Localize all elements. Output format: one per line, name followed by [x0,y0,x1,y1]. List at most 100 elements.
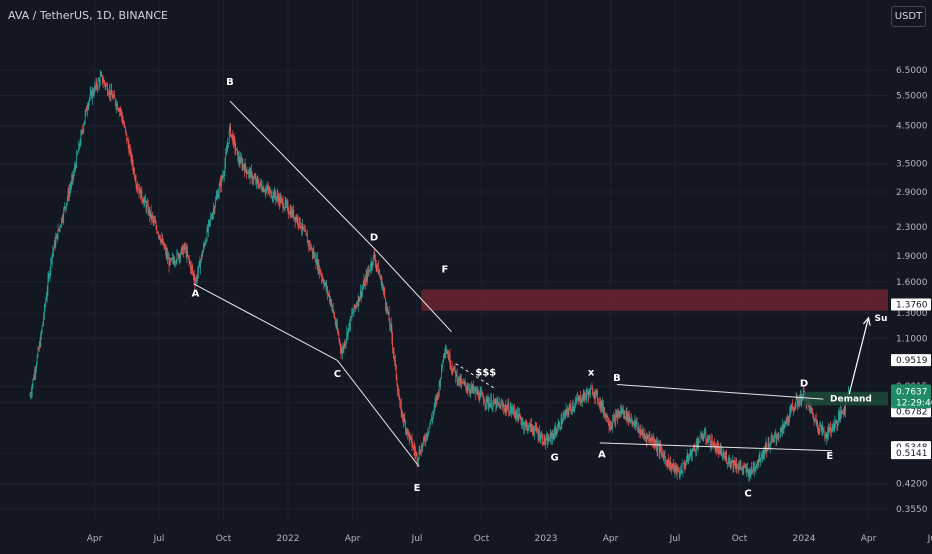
candle-body [428,426,430,432]
candle-body [61,217,62,226]
candle-body [209,220,211,221]
wave-label: $$$ [475,367,496,378]
price-tag-value: 0.5141 [896,449,928,459]
candle-body [489,403,490,408]
candle-body [430,419,431,425]
wave-label: E [826,451,833,462]
candle-body [258,184,259,188]
candle-body [555,431,557,435]
candle-body [757,461,759,464]
candle-body [51,253,53,261]
candle-body [368,269,370,272]
candle-body [514,410,515,414]
candle-body [721,448,722,456]
candle-body [228,131,230,143]
candle-body [79,143,80,146]
candle-body [644,435,646,437]
candle-body [215,197,217,200]
candle-body [109,90,110,95]
candle-body [428,431,429,434]
candle-body [449,354,451,366]
candle-body [828,426,829,437]
candle-body [493,399,495,403]
candle-body [170,258,172,261]
candle-body [813,417,815,422]
candle-body [571,409,573,411]
candle-body [64,206,65,209]
candle-body [425,440,426,442]
candle-body [76,154,77,167]
candle-body [233,137,235,141]
candle-body [623,409,624,414]
currency-selector[interactable]: USDT [891,6,926,27]
candle-body [733,460,735,468]
candle-body [59,227,60,230]
candle-body [43,317,44,323]
candle-body [157,233,159,236]
candle-body [809,404,811,411]
candle-body [94,86,96,88]
candle-body [750,467,752,476]
candle-body [105,85,107,87]
candle-body [318,261,320,273]
candle-body [362,286,364,289]
candle-body [742,468,744,469]
candle-body [801,399,803,402]
candle-body [488,403,490,406]
projection-arrow-head [862,316,871,326]
candle-body [502,405,504,407]
candle-body [185,247,186,249]
candle-body [519,413,520,417]
candle-body [325,283,327,289]
candle-body [532,428,533,429]
candle-body [118,109,120,112]
candle-body [516,409,517,418]
candle-body [418,450,420,458]
candle-body [782,425,783,430]
candle-body [132,157,133,166]
candle-body [224,163,226,173]
candle-body [523,422,525,429]
candle-body [393,347,394,353]
candle-body [59,226,61,228]
candle-body [577,399,579,401]
candle-body [54,241,55,249]
candle-body [444,348,446,354]
candle-body [673,463,674,467]
candle-body [336,324,338,327]
y-tick-label: 3.5000 [896,160,928,170]
candle-body [481,393,483,395]
candle-body [652,437,654,442]
candle-body [817,428,819,430]
candle-body [838,412,840,416]
candle-body [480,392,482,393]
candle-body [152,215,153,218]
candle-body [431,419,433,421]
candle-body [203,245,204,252]
candle-body [617,414,619,419]
candle-body [211,217,213,219]
candle-body [442,363,444,366]
y-tick-label: 2.9000 [896,188,928,198]
candle-body [160,238,161,242]
candle-body [348,323,350,329]
y-tick-label: 1.6000 [896,278,928,288]
candle-body [653,438,654,442]
candle-body [646,435,648,442]
candle-body [271,197,273,199]
candle-body [35,368,37,374]
candle-body [549,440,550,442]
candle-body [765,444,767,452]
candle-body [532,428,534,432]
candle-body [354,304,355,308]
candle-body [41,325,43,332]
candle-body [47,278,49,292]
candle-body [319,268,320,273]
candle-body [72,175,74,178]
candle-body [745,466,747,472]
candle-body [119,109,120,112]
candle-body [30,394,32,397]
candle-body [575,402,576,407]
candle-body [55,238,57,247]
candle-body [656,442,658,450]
